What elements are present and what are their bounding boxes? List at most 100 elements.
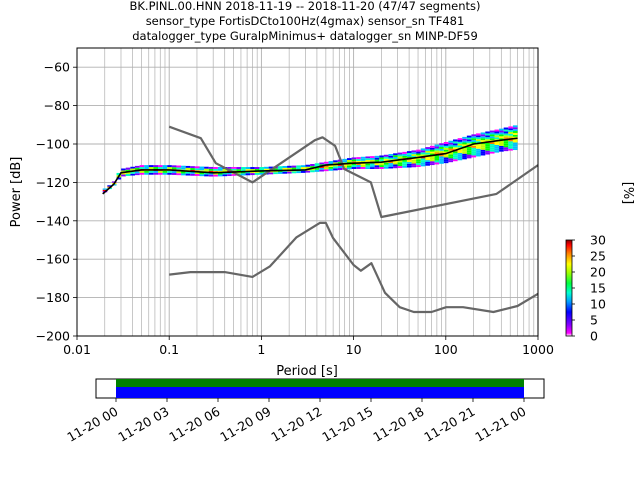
psd-cell — [139, 170, 145, 173]
psd-cell — [379, 155, 384, 158]
psd-cell — [448, 144, 454, 147]
psd-cell — [462, 153, 467, 156]
psd-cell — [448, 146, 454, 149]
psd-cell — [148, 172, 154, 175]
psd-cell — [370, 159, 375, 162]
psd-cell — [346, 167, 352, 170]
psd-cell — [222, 174, 228, 177]
psd-cell — [314, 163, 320, 166]
psd-cell — [134, 171, 140, 174]
psd-cell — [429, 145, 435, 148]
psd-cell — [429, 151, 435, 154]
psd-cell — [476, 154, 481, 157]
psd-cell — [148, 167, 154, 169]
psd-cell — [471, 147, 477, 150]
psd-cell — [194, 166, 200, 169]
psd-cell — [264, 166, 269, 169]
psd-cell — [397, 154, 403, 157]
psd-cell — [429, 155, 435, 158]
psd-cell — [356, 166, 361, 169]
psd-cell — [471, 149, 477, 152]
psd-cell — [158, 165, 163, 168]
psd-cell — [139, 172, 145, 175]
psd-cell — [208, 166, 214, 169]
psd-cell — [365, 160, 371, 162]
psd-cell — [185, 173, 191, 176]
psd-cell — [397, 160, 403, 163]
psd-cell — [370, 157, 375, 160]
psd-cell — [310, 170, 315, 173]
psd-cell — [351, 167, 357, 169]
psd-cell — [199, 172, 205, 175]
psd-cell — [411, 161, 417, 164]
psd-cell — [499, 138, 504, 141]
psd-cell — [388, 155, 394, 158]
psd-cell — [489, 142, 495, 144]
psd-cell — [420, 158, 426, 161]
psd-cell — [351, 157, 357, 160]
psd-cell — [319, 164, 324, 167]
psd-cell — [310, 168, 315, 171]
psd-cell — [489, 149, 495, 152]
psd-cell — [107, 185, 112, 187]
psd-cell — [411, 156, 417, 158]
psd-cell — [264, 168, 269, 171]
psd-cell — [476, 139, 481, 142]
psd-cell — [393, 155, 398, 158]
psd-cell — [448, 160, 454, 163]
psd-cell — [480, 149, 486, 152]
psd-cell — [466, 152, 472, 155]
psd-cell — [512, 144, 518, 147]
psd-cell — [439, 160, 444, 162]
psd-cell — [508, 143, 513, 146]
psd-cell — [208, 174, 214, 177]
psd-cell — [245, 173, 251, 176]
psd-cell — [462, 140, 467, 143]
psd-cell — [499, 143, 504, 146]
psd-cell — [476, 141, 481, 144]
psd-cell — [217, 167, 223, 169]
psd-cell — [480, 138, 486, 141]
psd-cell — [471, 143, 477, 146]
psd-cell — [466, 137, 472, 140]
psd-cell — [204, 170, 209, 173]
psd-cell — [448, 148, 454, 151]
psd-cell — [512, 142, 518, 145]
timeline-tick-label: 11-20 18 — [370, 404, 426, 445]
psd-cell — [383, 154, 389, 157]
psd-cell — [434, 144, 440, 147]
psd-cell — [365, 156, 371, 159]
psd-cell — [323, 165, 329, 168]
psd-cell — [402, 161, 407, 164]
psd-cell — [323, 167, 329, 170]
psd-cell — [503, 129, 509, 132]
psd-cell — [365, 167, 371, 169]
psd-cell — [512, 131, 518, 133]
psd-cell — [503, 137, 509, 140]
x-tick-label: 1 — [257, 342, 265, 357]
psd-cell — [411, 163, 417, 166]
psd-cell — [457, 154, 463, 157]
psd-cell — [411, 152, 417, 155]
psd-cell — [296, 165, 301, 168]
psd-cell — [130, 168, 135, 171]
psd-cell — [342, 160, 347, 163]
psd-cell — [466, 141, 472, 144]
psd-cell — [240, 169, 246, 172]
psd-cell — [277, 171, 283, 174]
psd-cell — [342, 166, 347, 168]
psd-cell — [199, 166, 205, 169]
psd-cell — [406, 156, 412, 159]
psd-cell — [494, 144, 500, 147]
psd-cell — [462, 149, 467, 152]
psd-cell — [499, 136, 504, 139]
psd-cell — [429, 149, 435, 152]
psd-cell — [125, 171, 131, 174]
psd-cell — [457, 141, 463, 144]
title-line-2: sensor_type FortisDCto100Hz(4gmax) senso… — [146, 14, 465, 28]
psd-cell — [388, 161, 394, 164]
psd-cell — [499, 134, 504, 137]
psd-cell — [397, 162, 403, 165]
psd-cell — [194, 174, 200, 176]
psd-cell — [370, 156, 375, 158]
